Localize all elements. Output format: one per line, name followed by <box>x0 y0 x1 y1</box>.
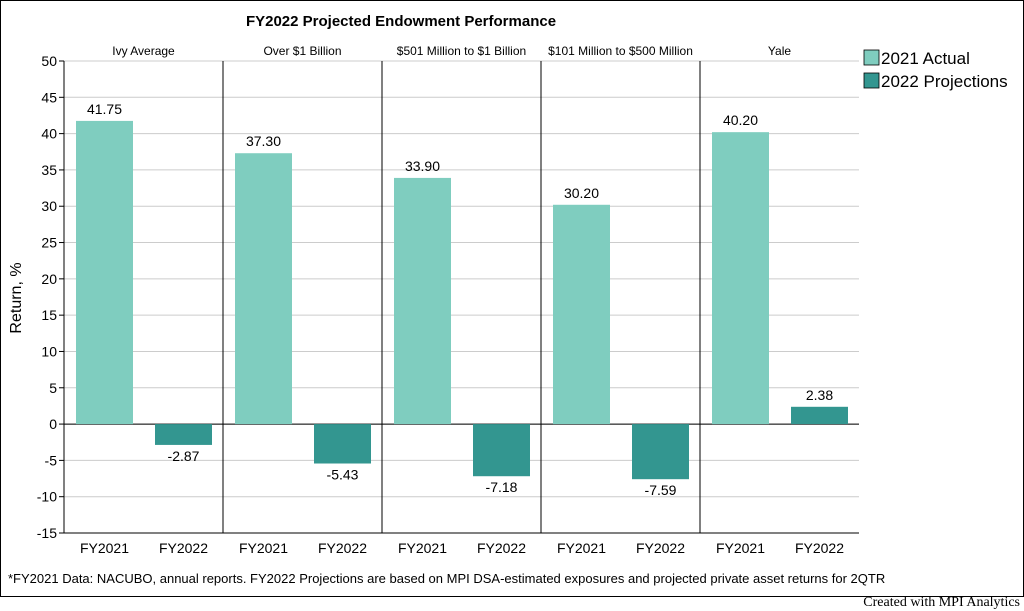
bar-fy2021 <box>235 153 292 425</box>
x-tick-label: FY2022 <box>477 540 526 556</box>
bar-fy2021 <box>553 204 610 425</box>
data-label: -5.43 <box>327 467 359 483</box>
x-tick-label: FY2022 <box>318 540 367 556</box>
data-label: -2.87 <box>168 448 200 464</box>
y-tick-label: 10 <box>41 343 57 359</box>
data-label: 41.75 <box>87 101 122 117</box>
footnote: *FY2021 Data: NACUBO, annual reports. FY… <box>8 571 885 586</box>
bar-fy2021 <box>712 132 769 425</box>
data-label: -7.18 <box>486 479 518 495</box>
y-tick-label: 5 <box>49 380 57 396</box>
y-tick-label: 45 <box>41 89 57 105</box>
panel-label: $101 Million to $500 Million <box>548 44 693 58</box>
panel-label: Ivy Average <box>112 44 175 58</box>
y-tick-label: 50 <box>41 53 57 69</box>
y-tick-label: 0 <box>49 416 57 432</box>
bar-fy2022 <box>791 406 848 425</box>
y-tick-label: 15 <box>41 307 57 323</box>
y-tick-label: 20 <box>41 271 57 287</box>
y-tick-label: -10 <box>37 489 57 505</box>
y-tick-label: -15 <box>37 525 57 541</box>
panel-label: Over $1 Billion <box>263 44 341 58</box>
legend-swatch <box>863 49 880 66</box>
panel-label: Yale <box>768 44 791 58</box>
credit: Created with MPI Analytics <box>863 595 1020 610</box>
data-label: 30.20 <box>564 185 599 201</box>
y-tick-label: 35 <box>41 162 57 178</box>
data-label: 33.90 <box>405 158 440 174</box>
bar-fy2021 <box>76 120 133 425</box>
y-tick-label: 40 <box>41 126 57 142</box>
y-tick-label: 30 <box>41 198 57 214</box>
x-tick-label: FY2022 <box>795 540 844 556</box>
x-tick-label: FY2021 <box>80 540 129 556</box>
bar-fy2022 <box>473 424 530 477</box>
data-label: -7.59 <box>645 482 677 498</box>
chart: FY2022 Projected Endowment Performance R… <box>8 13 1008 586</box>
y-axis-label: Return, % <box>8 262 25 333</box>
panel-label: $501 Million to $1 Billion <box>397 44 526 58</box>
legend-label: 2021 Actual <box>881 49 970 68</box>
bar-fy2022 <box>155 424 212 445</box>
data-label: 2.38 <box>806 387 833 403</box>
legend-label: 2022 Projections <box>881 72 1008 91</box>
bar-fy2022 <box>632 424 689 480</box>
data-label: 37.30 <box>246 133 281 149</box>
data-label: 40.20 <box>723 112 758 128</box>
y-tick-label: -5 <box>45 452 58 468</box>
y-tick-label: 25 <box>41 235 57 251</box>
chart-frame: FY2022 Projected Endowment Performance R… <box>0 0 1024 597</box>
x-tick-label: FY2021 <box>716 540 765 556</box>
legend-swatch <box>863 72 880 89</box>
x-tick-label: FY2021 <box>398 540 447 556</box>
x-tick-label: FY2021 <box>239 540 288 556</box>
bar-fy2022 <box>314 424 371 464</box>
x-tick-label: FY2022 <box>159 540 208 556</box>
chart-title: FY2022 Projected Endowment Performance <box>246 13 556 30</box>
bar-fy2021 <box>394 177 451 425</box>
x-tick-label: FY2021 <box>557 540 606 556</box>
x-tick-label: FY2022 <box>636 540 685 556</box>
